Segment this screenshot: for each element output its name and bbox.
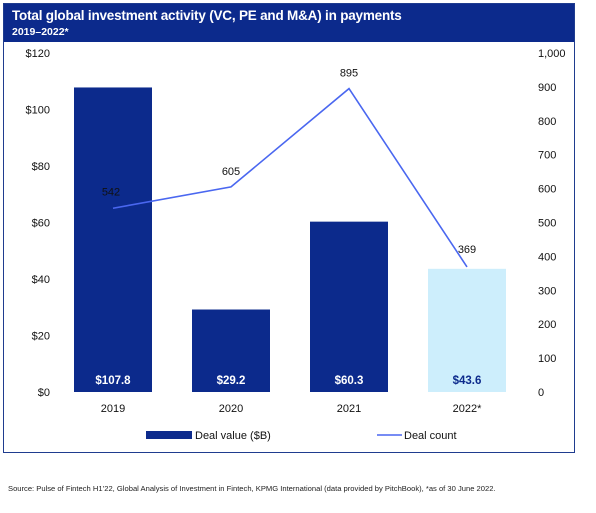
y-right-tick-label: 700 — [538, 150, 556, 162]
y-right-tick-label: 1,000 — [538, 48, 566, 60]
y-left-tick-label: $40 — [32, 274, 50, 286]
legend-swatch-deal-value — [146, 431, 192, 439]
y-left-tick-label: $120 — [26, 48, 50, 60]
y-right-tick-label: 400 — [538, 251, 556, 263]
bar-value-label: $107.8 — [95, 375, 131, 387]
x-tick-label: 2020 — [219, 403, 243, 415]
x-tick-label: 2019 — [101, 403, 125, 415]
bar-value-label: $29.2 — [217, 375, 246, 387]
y-left-tick-label: $100 — [26, 105, 50, 117]
y-right-tick-label: 100 — [538, 353, 556, 365]
y-right-tick-label: 200 — [538, 319, 556, 331]
source-note: Source: Pulse of Fintech H1’22, Global A… — [8, 484, 496, 493]
bar-value-label: $43.6 — [453, 375, 482, 387]
chart-title: Total global investment activity (VC, PE… — [12, 8, 402, 23]
y-right-tick-label: 300 — [538, 285, 556, 297]
x-tick-label: 2022* — [453, 403, 482, 415]
line-value-label: 542 — [102, 186, 120, 198]
y-right-tick-label: 800 — [538, 116, 556, 128]
y-left-tick-label: $60 — [32, 218, 50, 230]
legend-label-deal-value: Deal value ($B) — [195, 430, 271, 442]
y-left-tick-label: $80 — [32, 161, 50, 173]
y-right-tick-label: 900 — [538, 82, 556, 94]
y-left-tick-label: $20 — [32, 331, 50, 343]
bar — [192, 309, 270, 392]
bar — [74, 87, 152, 392]
chart-header: Total global investment activity (VC, PE… — [4, 4, 574, 42]
legend-label-deal-count: Deal count — [404, 430, 457, 442]
line-value-label: 605 — [222, 166, 240, 178]
bar — [310, 221, 388, 392]
chart-subtitle: 2019–2022* — [12, 26, 69, 38]
deal-count-line — [112, 87, 468, 268]
bar — [428, 268, 506, 392]
y-right-tick-label: 500 — [538, 218, 556, 230]
y-left-tick-label: $0 — [38, 387, 50, 399]
x-tick-label: 2021 — [337, 403, 361, 415]
y-right-tick-label: 0 — [538, 387, 544, 399]
line-value-label: 369 — [458, 244, 476, 256]
line-value-label: 895 — [340, 68, 358, 80]
bar-value-label: $60.3 — [335, 375, 364, 387]
y-right-tick-label: 600 — [538, 184, 556, 196]
